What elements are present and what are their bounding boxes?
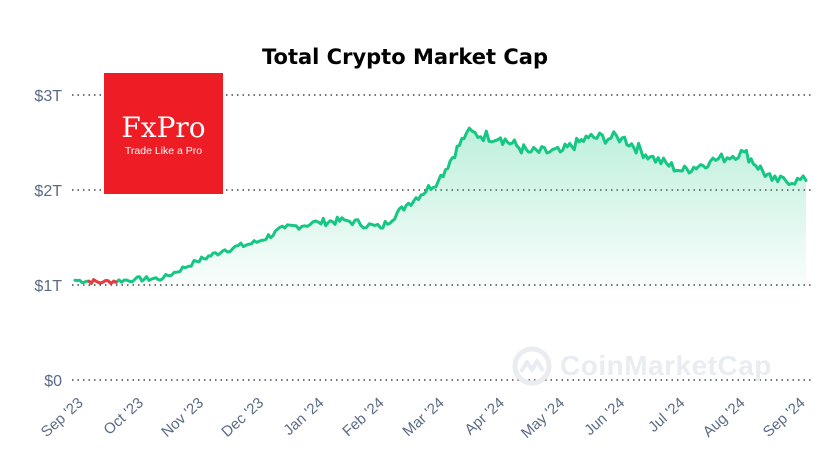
fxpro-logo: FxPro Trade Like a Pro	[104, 73, 223, 194]
x-tick-label: Oct '23	[100, 394, 146, 438]
chart-title: Total Crypto Market Cap	[262, 45, 548, 69]
x-tick-label: Nov '23	[158, 394, 207, 440]
x-tick-label: Mar '24	[399, 394, 447, 440]
x-tick-label: Jan '24	[280, 394, 327, 439]
series-line-down-segment	[87, 278, 118, 285]
x-tick-label: Jul '24	[645, 394, 688, 435]
y-tick-label: $1T	[34, 278, 62, 295]
coinmarketcap-icon	[512, 346, 552, 386]
x-tick-label: Dec '23	[218, 394, 267, 440]
y-tick-label: $0	[44, 373, 62, 390]
coinmarketcap-watermark: CoinMarketCap	[512, 346, 772, 386]
x-tick-label: Sep '24	[760, 394, 809, 440]
x-tick-label: Aug '24	[700, 394, 749, 440]
logo-tagline: Trade Like a Pro	[124, 145, 203, 157]
x-tick-label: Apr '24	[461, 394, 507, 438]
watermark-text: CoinMarketCap	[560, 350, 772, 381]
y-tick-label: $3T	[34, 88, 62, 105]
x-tick-label: Jun '24	[581, 394, 628, 439]
area-fill	[75, 128, 806, 290]
x-tick-label: Feb '24	[339, 394, 387, 440]
series-line	[73, 126, 808, 285]
x-tick-label: Sep '23	[38, 394, 87, 440]
x-tick-label: May '24	[518, 394, 568, 441]
logo-name: FxPro	[121, 111, 206, 144]
y-tick-label: $2T	[34, 183, 62, 200]
